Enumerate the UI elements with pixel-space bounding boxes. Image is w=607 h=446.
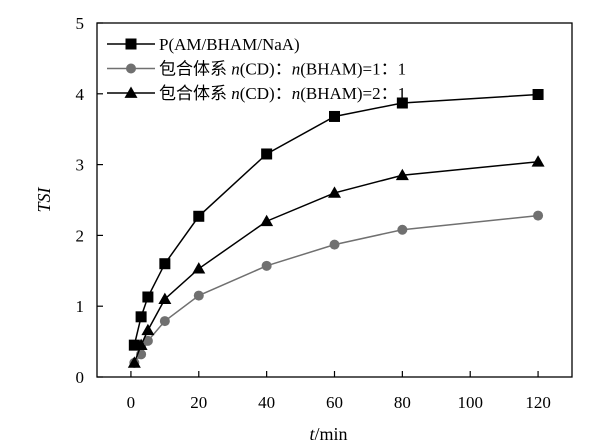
- legend-label-part: (BHAM)=2：1: [300, 84, 406, 103]
- data-point-triangle: [395, 168, 409, 181]
- x-tick-label-60: 60: [326, 393, 343, 412]
- data-point-circle: [261, 260, 272, 271]
- y-tick-label-2: 2: [76, 226, 85, 245]
- data-point-square: [261, 148, 273, 160]
- x-tick-label-80: 80: [394, 393, 411, 412]
- data-point-square: [135, 311, 147, 323]
- x-axis-title: t/min: [309, 424, 347, 444]
- legend-label-part: 包合体系: [159, 60, 231, 79]
- legend-label: P(AM/BHAM/NaA): [159, 35, 300, 54]
- data-point-circle: [533, 210, 544, 221]
- y-tick-label-3: 3: [76, 156, 85, 175]
- data-point-circle: [159, 316, 170, 327]
- x-tick-label-40: 40: [258, 393, 275, 412]
- legend-marker-square: [125, 38, 137, 50]
- data-point-square: [159, 258, 171, 270]
- data-point-triangle: [127, 356, 141, 368]
- data-point-square: [396, 97, 408, 109]
- x-tick-label-120: 120: [525, 393, 551, 412]
- legend-label-part: (BHAM)=1：1: [300, 60, 406, 79]
- x-tick-label-0: 0: [127, 393, 136, 412]
- data-point-circle: [193, 290, 204, 301]
- legend-label: 包合体系 n(CD)：n(BHAM)=1：1: [159, 60, 406, 79]
- series-triangle: [127, 155, 545, 368]
- data-point-circle: [142, 335, 153, 346]
- x-axis-title-var: t: [309, 424, 315, 444]
- data-point-circle: [397, 224, 408, 235]
- data-point-triangle: [260, 214, 274, 227]
- data-point-square: [329, 110, 340, 122]
- series-circle: [129, 210, 544, 368]
- legend-label-part: 包合体系: [159, 84, 231, 103]
- x-tick-label-100: 100: [457, 393, 483, 412]
- legend-item: 包合体系 n(CD)：n(BHAM)=1：1: [107, 60, 406, 79]
- data-point-square: [128, 339, 140, 351]
- legend-marker-circle: [126, 63, 136, 74]
- legend-item: 包合体系 n(CD)：n(BHAM)=2：1: [107, 84, 406, 103]
- data-point-triangle: [158, 292, 172, 304]
- data-point-triangle: [328, 186, 341, 198]
- data-point-triangle: [134, 338, 148, 351]
- data-point-triangle: [531, 155, 545, 167]
- data-point-triangle: [141, 323, 155, 336]
- legend-label-part: P(AM/BHAM/NaA): [159, 35, 300, 54]
- series-square: [128, 89, 544, 351]
- legend-label: 包合体系 n(CD)：n(BHAM)=2：1: [159, 84, 406, 103]
- data-point-square: [193, 210, 205, 222]
- y-tick-label-0: 0: [76, 368, 85, 387]
- data-point-triangle: [192, 262, 206, 274]
- legend-label-part: n: [292, 60, 301, 79]
- y-tick-label-5: 5: [76, 14, 85, 33]
- legend-label-part: n: [292, 84, 301, 103]
- data-point-square: [142, 291, 154, 303]
- legend-label-part: (CD)：: [240, 84, 292, 103]
- legend-marker-triangle: [124, 86, 138, 98]
- legend-label-part: n: [231, 84, 240, 103]
- y-axis-title: TSI: [34, 186, 54, 212]
- legend-item: P(AM/BHAM/NaA): [107, 35, 300, 54]
- x-axis-title-unit: /min: [315, 424, 348, 444]
- y-tick-label-4: 4: [76, 85, 85, 104]
- legend-label-part: n: [231, 60, 240, 79]
- data-point-circle: [329, 239, 340, 250]
- series-line-circle: [133, 214, 539, 364]
- legend-label-part: (CD)：: [240, 60, 292, 79]
- y-tick-label-1: 1: [76, 297, 85, 316]
- x-tick-label-20: 20: [190, 393, 207, 412]
- data-point-square: [532, 89, 544, 101]
- legend: P(AM/BHAM/NaA)包合体系 n(CD)：n(BHAM)=1：1包合体系…: [107, 35, 406, 103]
